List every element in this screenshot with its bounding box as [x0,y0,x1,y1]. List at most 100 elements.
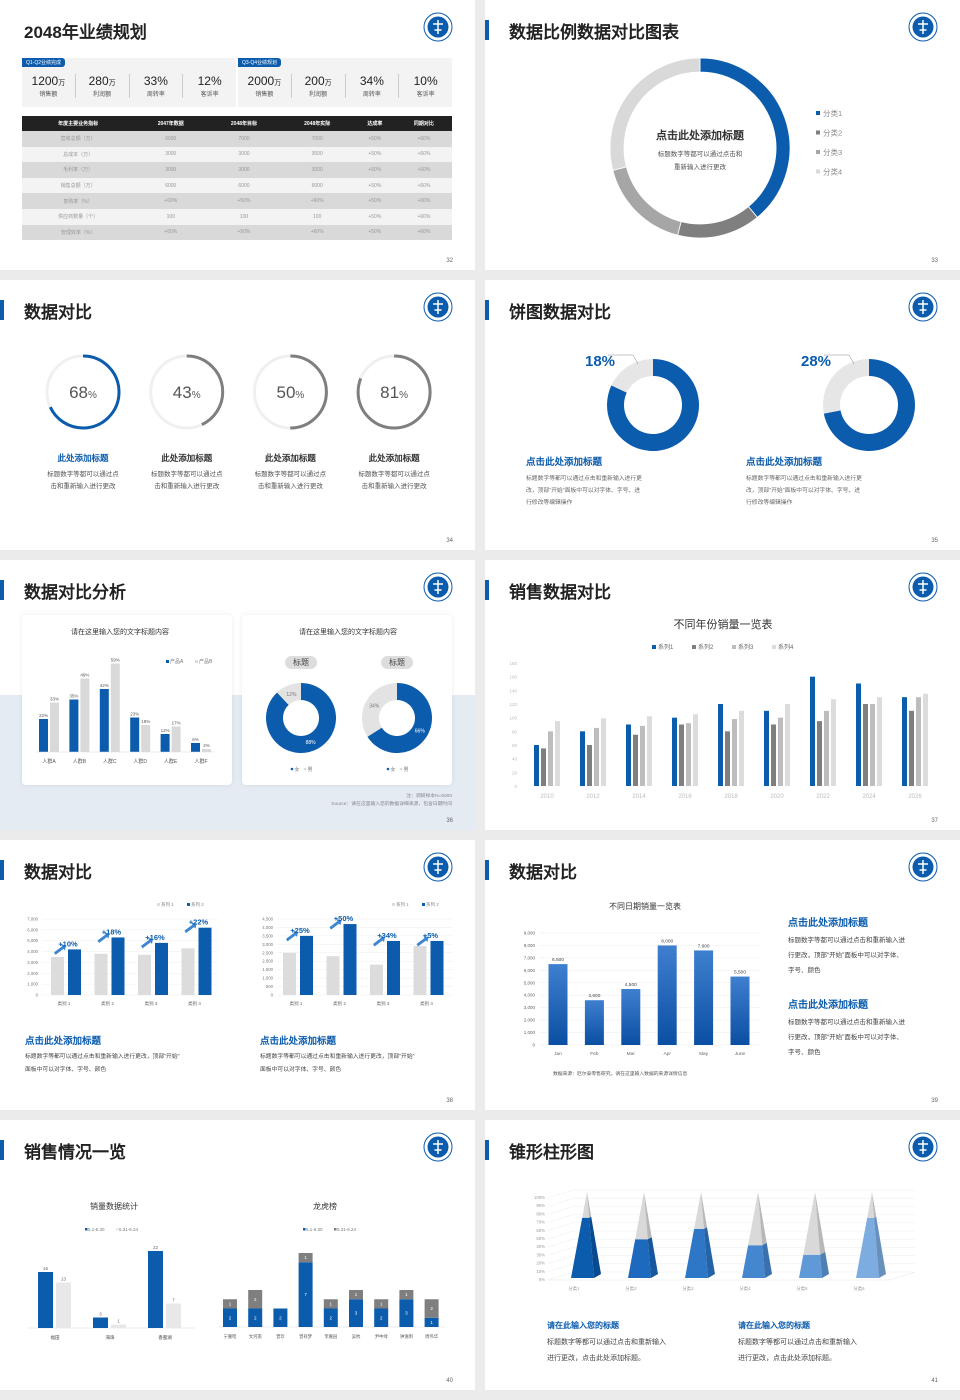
legend-swatch [816,111,820,115]
value-label: 35% [69,694,78,699]
item-desc: 改，顶部“开始”面板中可以对字体、字号、进 [526,486,640,494]
x-tick-label: 分类1 [569,1285,581,1292]
x-tick-label: 吴杭 [352,1333,361,1340]
x-tick-label: 分类2 [626,1285,638,1292]
progress-ring-fill [149,354,225,430]
bar-series-2 [430,940,444,995]
table-cell: 100 [280,208,354,225]
table-row: 供应商数量（个） 100 100 100 +50% +60% [22,208,452,225]
item-desc: 标题数字等都可以通过点击和重新输入进行更 [526,474,642,482]
bar-series-1 [902,697,907,786]
slide-title: 销售情况一览 [24,1143,126,1162]
table-cell: +50% [353,177,396,194]
value-label: 0 [279,1304,282,1309]
category-label: 人群A [42,758,56,765]
legend-label: 分类4 [823,167,842,177]
value-label: 1 [355,1292,358,1297]
donut-main-slice [607,359,700,451]
value-label: 2 [254,1315,257,1320]
x-tick-label: 2020 [770,794,784,800]
university-seal-icon [423,572,453,602]
kpi-group-tag: Q1-Q2业绩完成 [22,58,66,67]
slide-35: 饼图数据对比 35 18% 点击此处添加标题 标题数字等都可以通过点击和重新输入进行更改… [485,280,960,550]
value-label: 8,000 [661,938,673,944]
x-tick-label: 钟逸明 [400,1333,413,1340]
bar-series-3 [778,717,783,786]
table-cell: +60% [395,162,452,178]
value-label: 1 [405,1292,408,1297]
y-tick-label: 60% [536,1228,545,1233]
stack-segment-series-2 [399,1290,414,1300]
bar-series-1 [51,957,64,995]
legend-label: 系列 2 [426,901,439,908]
kpi-number: 34% [359,74,384,88]
pyramid-side-rest [872,1192,877,1218]
y-tick-label: 1,000 [262,976,273,981]
chart-title: 请在这里输入您的文字标题内容 [71,627,169,636]
item-desc: 击和重新输入进行更改 [154,481,220,490]
table-header-row: 年度主要业务指标 2047年数据 2048年目标 2048年实际 达成率 同期对比 [22,116,452,131]
bar [694,950,714,1045]
percent-number: 68 [69,383,88,402]
y-tick-label: 1,500 [262,967,273,972]
university-seal-icon [423,1132,453,1162]
kpi-label: 利润额 [309,92,328,98]
item-desc: 标题数字等都可以通过点击和重新输入进行更 [746,474,862,482]
block-desc: 标题数字等都可以通过点击和重新输入进行更改，顶部“开始” [25,1052,180,1060]
table-cell: +60% [395,193,452,209]
kpi-value: 10% [399,74,452,88]
table-row: 复购率（%） +60% +50% +60% +50% +60% [22,193,452,209]
y-tick-label: 70% [536,1220,545,1225]
table-cell: 管理效率（%） [22,224,135,241]
value-label: 6,500 [552,957,564,963]
category-label: 人群C [103,758,117,765]
column-header: 年度主要业务指标 [22,116,135,131]
pyramid-front-rest [748,1192,763,1246]
growth-arrow-icon [329,919,342,930]
kpi-unit: 万 [274,80,282,87]
item-title: 此处添加标题 [369,453,421,463]
y-tick-label: 80% [536,1211,545,1216]
percent-value: 50% [276,383,304,402]
kpi-number: 33% [143,74,168,88]
value-label: 1 [430,1320,433,1325]
table-cell: 3000 [280,162,354,178]
bar-series-1 [94,953,108,995]
value-label: 2% [203,743,210,748]
table-cell: +60% [395,146,452,163]
seal-emblem [433,860,443,874]
kpi-row: 2000万 销售额 200万 利润额 34% 周转率 10% 客诉率 [238,74,452,98]
block-desc: 行更改，顶部“开始”面板中可以对字体、 [788,1032,903,1041]
percent-number: 50 [276,383,295,402]
seal-emblem [918,20,928,34]
legend-label: 5.1-5.30 [88,1227,105,1232]
pyramid-side-value [874,1216,886,1278]
value-label: 2 [330,1315,333,1320]
bar-series-3 [594,727,599,786]
donut-slice-female [266,683,337,753]
bar-series-2 [68,949,81,995]
legend-dot [303,767,307,771]
x-tick-label: 类别 1 [58,1000,71,1007]
growth-label: +50% [334,914,354,923]
slide-canvas: 分类1 分类2 分类3 分类4 点击此处添加标题标题数字等都可以通过点击和重新输入进行更… [609,12,938,239]
x-tick-label: 2018 [724,794,738,800]
table-cell: +60% [395,177,452,194]
slide-34: 数据对比 34 68% 此处添加标题 标题数字等都可以通过点 击和重新输入进行更改 43% 此… [0,280,475,550]
gridline [547,1197,915,1207]
pyramid-side-rest [758,1192,767,1246]
bar-series-3 [548,731,553,786]
value-label: 22 [153,1245,159,1250]
value-label: 2 [380,1315,383,1320]
value-label: 7 [172,1298,175,1303]
legend-label: 5.31-6.24 [337,1227,357,1232]
donut-slice-4 [609,57,701,171]
bar-series-3 [824,710,829,786]
bar-series-2 [111,1324,126,1328]
table-cell: 6000 [207,177,281,194]
stack-segment-series-2 [323,1299,338,1309]
kpi-value: 12% [183,74,236,88]
kpi-group-tag: Q3-Q4业绩规划 [238,58,282,67]
